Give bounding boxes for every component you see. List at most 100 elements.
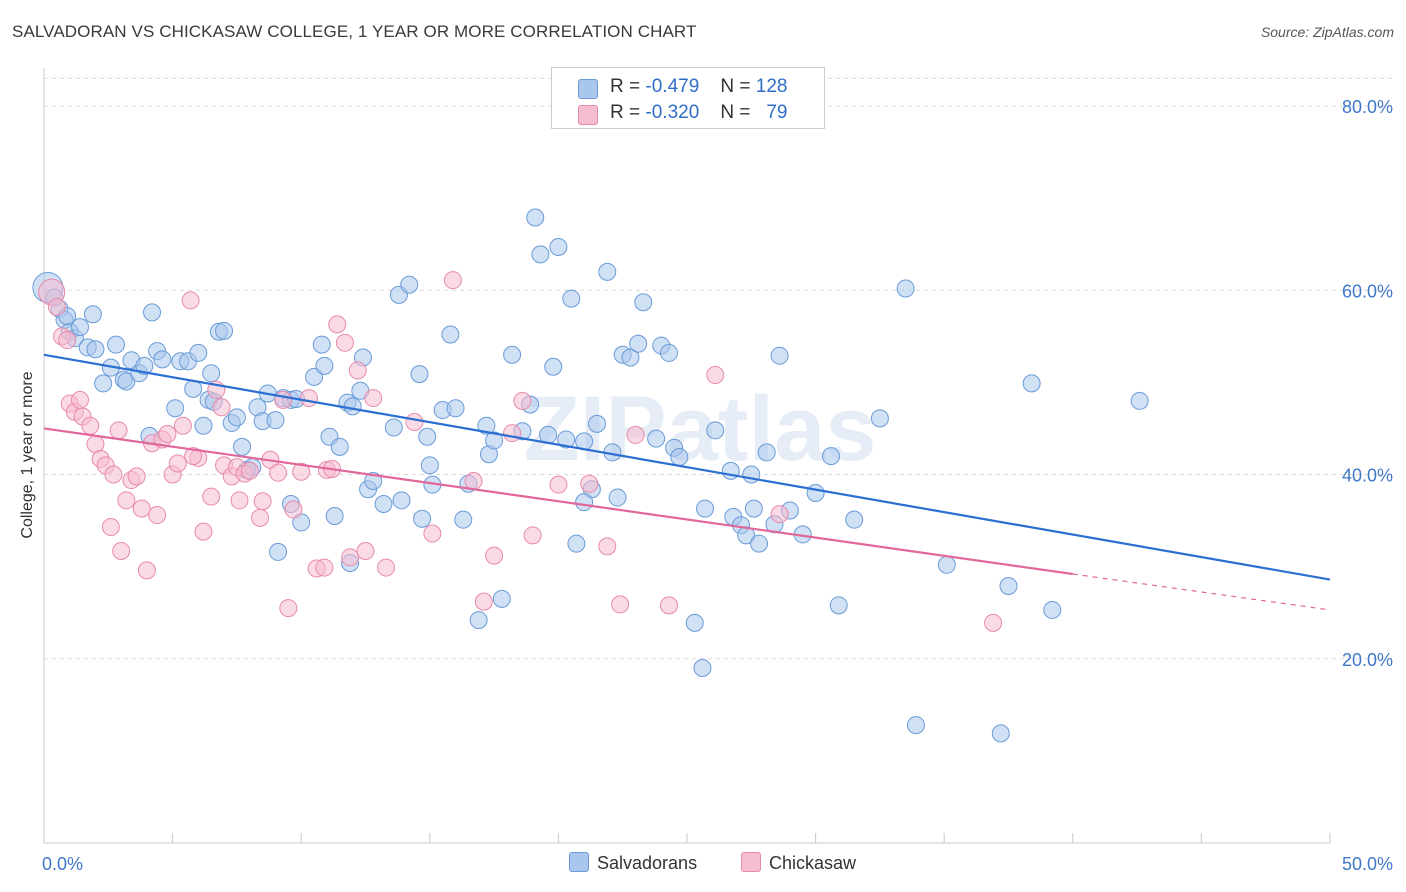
salvadoran-point (166, 399, 185, 418)
salvadoran-point (485, 431, 504, 450)
salvadoran-point (135, 356, 154, 375)
salvadoran-point (325, 506, 344, 525)
salvadoran-point (770, 346, 789, 365)
chickasaw-point (513, 391, 532, 410)
axes (43, 68, 1331, 844)
salvadoran-point (454, 510, 473, 529)
chickasaw-point (315, 558, 334, 577)
salvadoran-point (659, 343, 678, 362)
legend-box: R = -0.479 N = 128 R = -0.320 N = 79 (551, 67, 825, 129)
salvadoran-point (567, 534, 586, 553)
chickasaw-point (503, 424, 522, 443)
salvadoran-point (706, 421, 725, 440)
salvadoran-point (549, 237, 568, 256)
chickasaw-point (194, 522, 213, 541)
salvadoran-point (266, 411, 285, 430)
salvadoran-point (312, 335, 331, 354)
salvadoran-point (71, 318, 90, 337)
salvadoran-point (526, 208, 545, 227)
salvadoran-point (384, 418, 403, 437)
chickasaw-point (274, 390, 293, 409)
salvadoran-trend-line (43, 353, 1331, 581)
source-credit: Source: ZipAtlas.com (1260, 24, 1394, 40)
bottom-legend-label-chickasaw: Chickasaw (769, 853, 857, 873)
salvadoran-point (937, 555, 956, 574)
legend-n-label: N = (720, 76, 751, 97)
salvadoran-point (629, 334, 648, 353)
legend-r-value: -0.479 (645, 76, 700, 97)
y-tick-label: 40.0% (1342, 466, 1393, 486)
salvadoran-point (806, 483, 825, 502)
salvadoran-point (744, 499, 763, 518)
chickasaw-point (284, 500, 303, 519)
chickasaw-point (117, 491, 136, 510)
chickasaw-point (356, 541, 375, 560)
chickasaw-point (202, 487, 221, 506)
chickasaw-point (580, 474, 599, 493)
salvadoran-point (503, 345, 522, 364)
chickasaw-point (364, 389, 383, 408)
chickasaw-point (464, 471, 483, 490)
chickasaw-point (549, 475, 568, 494)
salvadoran-point (343, 397, 362, 416)
watermark: ZIPatlas (524, 378, 877, 480)
legend-r-value: -0.320 (645, 102, 700, 123)
salvadoran-point (194, 416, 213, 435)
salvadoran-point (608, 488, 627, 507)
salvadoran-point (634, 293, 653, 312)
salvadoran-point (305, 367, 324, 386)
chickasaw-point (181, 291, 200, 310)
trend-lines (43, 353, 1331, 611)
chickasaw-point (47, 297, 66, 316)
chickasaw-point (137, 561, 156, 580)
y-tick-label: 80.0% (1342, 97, 1393, 117)
salvadoran-point (143, 303, 162, 322)
chickasaw-point (377, 558, 396, 577)
salvadoran-point (647, 429, 666, 448)
chickasaw-point (81, 416, 100, 435)
salvadoran-point (531, 245, 550, 264)
chickasaw-point (184, 447, 203, 466)
y-tick-label: 60.0% (1342, 281, 1393, 301)
chickasaw-point (706, 366, 725, 385)
bottom-legend-label-salvadorans: Salvadorans (597, 853, 698, 873)
chickasaw-point (770, 505, 789, 524)
salvadoran-point (233, 437, 252, 456)
salvadoran-point (153, 350, 172, 369)
salvadoran-point (685, 613, 704, 632)
x-tick-label: 0.0% (42, 854, 83, 874)
chickasaw-point (474, 592, 493, 611)
chickasaw-point (328, 315, 347, 334)
chickasaw-point (341, 548, 360, 567)
bottom-legend-swatch-chickasaw (741, 852, 761, 872)
chickasaw-point (443, 271, 462, 290)
salvadoran-point (418, 427, 437, 446)
salvadoran-point (757, 443, 776, 462)
salvadoran-point (215, 321, 234, 340)
chickasaw-point (984, 613, 1003, 632)
legend-n-value: 128 (755, 76, 788, 97)
chickasaw-point (148, 506, 167, 525)
salvadoran-point (693, 658, 712, 677)
chickasaw-trend-line (43, 427, 1073, 576)
legend-n-label: N = (720, 102, 751, 123)
salvadoran-point (374, 495, 393, 514)
salvadoran-point (1130, 391, 1149, 410)
bottom-legend-swatch-salvadorans (569, 852, 589, 872)
salvadoran-point (870, 409, 889, 428)
salvadoran-point (86, 340, 105, 359)
salvadoran-point (575, 493, 594, 512)
salvadoran-point (202, 364, 221, 383)
y-tick-label: 20.0% (1342, 650, 1393, 670)
chickasaw-point (423, 524, 442, 543)
salvadoran-point (845, 510, 864, 529)
chickasaw-point (132, 499, 151, 518)
chickasaw-point (104, 465, 123, 484)
chickasaw-point (58, 331, 77, 350)
bottom-legend-chickasaw: Chickasaw (741, 852, 856, 874)
legend-swatch-chickasaw (578, 105, 598, 125)
salvadoran-point (420, 456, 439, 475)
chickasaw-point (279, 599, 298, 618)
salvadoran-point (991, 724, 1010, 743)
